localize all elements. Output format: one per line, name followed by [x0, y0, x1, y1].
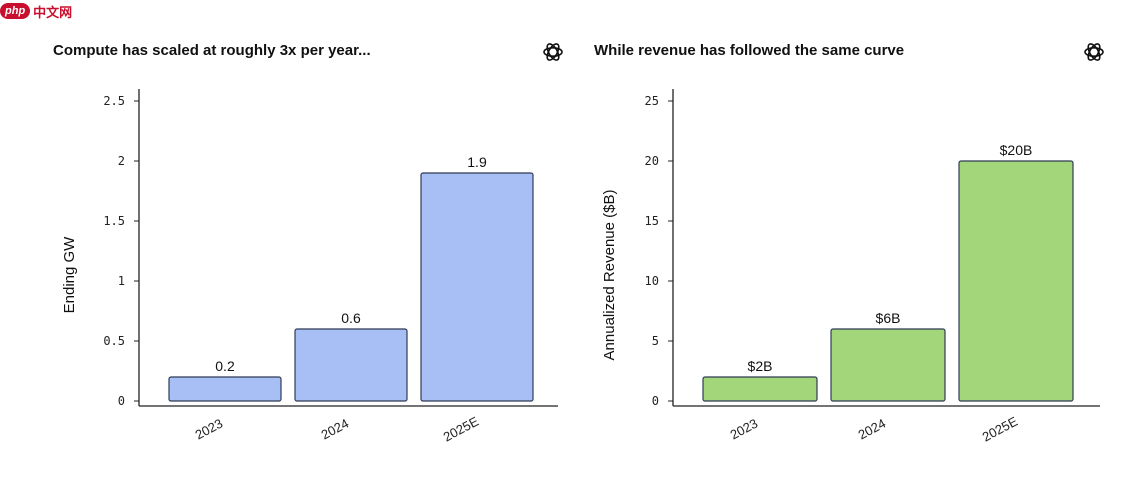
- bar-2023: [702, 376, 818, 402]
- chart-title: While revenue has followed the same curv…: [594, 42, 905, 59]
- y-axis-title: Annualized Revenue ($B): [601, 190, 618, 361]
- x-tick-label: 2025E: [441, 413, 482, 444]
- data-label: $2B: [748, 358, 773, 374]
- y-tick-label: 20: [645, 154, 659, 168]
- data-label: $6B: [876, 310, 901, 326]
- y-tick-label: 10: [645, 274, 659, 288]
- watermark-text: 中文网: [33, 4, 73, 20]
- x-tick-label: 2024: [856, 416, 889, 443]
- data-label: 0.2: [215, 358, 235, 374]
- openai-logo-icon: [543, 43, 563, 61]
- x-tick-label: 2024: [319, 416, 352, 443]
- y-tick-label: 5: [652, 334, 659, 348]
- bar-2024: [830, 328, 946, 402]
- y-tick-label: 0: [652, 394, 659, 408]
- y-tick-label: 1.5: [103, 214, 125, 228]
- bar-chart: 0 0.5 1 1.5 2 2.5 Ending GW 0.2 2023 0.6 2024 1.9 20…: [61, 89, 558, 444]
- bar-2025E: [958, 160, 1074, 402]
- watermark: php 中文网: [0, 0, 72, 22]
- bar-2025E: [420, 172, 534, 402]
- y-axis-title: Ending GW: [61, 236, 78, 314]
- x-tick-label: 2025E: [980, 413, 1021, 444]
- bar-2023: [168, 376, 282, 402]
- x-tick-label: 2023: [728, 416, 761, 443]
- y-tick-label: 25: [645, 94, 659, 108]
- bar-2024: [294, 328, 408, 402]
- compute-chart-panel: Compute has scaled at roughly 3x per yea…: [53, 42, 563, 444]
- watermark-logo: php: [0, 3, 31, 19]
- y-tick-label: 0.5: [103, 334, 125, 348]
- y-tick-label: 2: [118, 154, 125, 168]
- y-tick-label: 2.5: [103, 94, 125, 108]
- y-tick-label: 0: [118, 394, 125, 408]
- chart-title: Compute has scaled at roughly 3x per yea…: [53, 42, 371, 59]
- x-tick-label: 2023: [193, 416, 226, 443]
- data-label: $20B: [1000, 142, 1033, 158]
- data-label: 0.6: [341, 310, 361, 326]
- y-tick-label: 1: [118, 274, 125, 288]
- data-label: 1.9: [467, 154, 487, 170]
- openai-logo-icon: [1084, 43, 1104, 61]
- y-tick-label: 15: [645, 214, 659, 228]
- bar-chart: 0 5 10 15 20 25 Annualized Revenue ($B) $2B 2023…: [601, 89, 1100, 444]
- revenue-chart-panel: While revenue has followed the same curv…: [575, 0, 1143, 480]
